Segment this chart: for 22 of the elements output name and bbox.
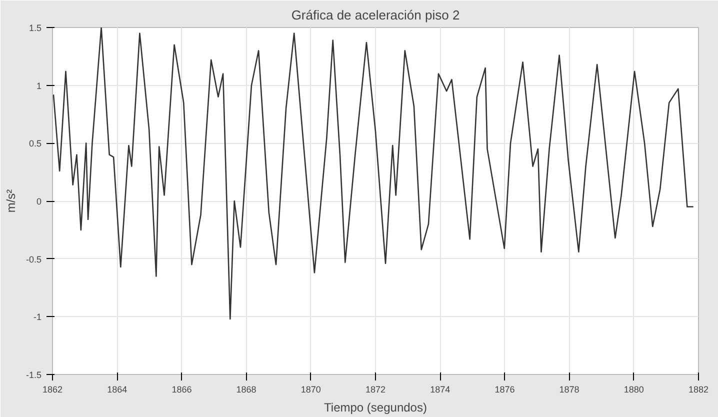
x-tick-label: 1880	[624, 384, 644, 394]
x-tick-label: 1874	[430, 384, 450, 394]
x-tick-label: 1878	[559, 384, 580, 394]
y-axis-title: m/s²	[4, 189, 18, 213]
x-axis-title: Tiempo (segundos)	[324, 400, 427, 414]
y-tick-label: 0.5	[28, 138, 42, 149]
x-tick-label: 1882	[688, 384, 709, 394]
x-tick-label: 1872	[365, 384, 386, 394]
y-tick-label: -1	[34, 312, 42, 322]
line-series	[52, 28, 694, 320]
y-tick-label: -0.5	[26, 254, 42, 264]
y-tick-label: 0	[36, 196, 42, 206]
chart-title: Gráfica de aceleración piso 2	[291, 8, 460, 22]
x-tick-label: 1876	[494, 384, 515, 394]
x-tick-label: 1868	[236, 384, 256, 394]
y-tick-label: 1	[36, 80, 42, 91]
y-tick-label: 1.5	[28, 23, 42, 33]
x-tick-label: 1864	[107, 384, 128, 394]
x-tick-label: 1862	[42, 384, 63, 394]
y-tick-label: -1.5	[26, 370, 42, 380]
x-tick-label: 1870	[300, 384, 321, 394]
x-tick-label: 1866	[172, 384, 192, 394]
